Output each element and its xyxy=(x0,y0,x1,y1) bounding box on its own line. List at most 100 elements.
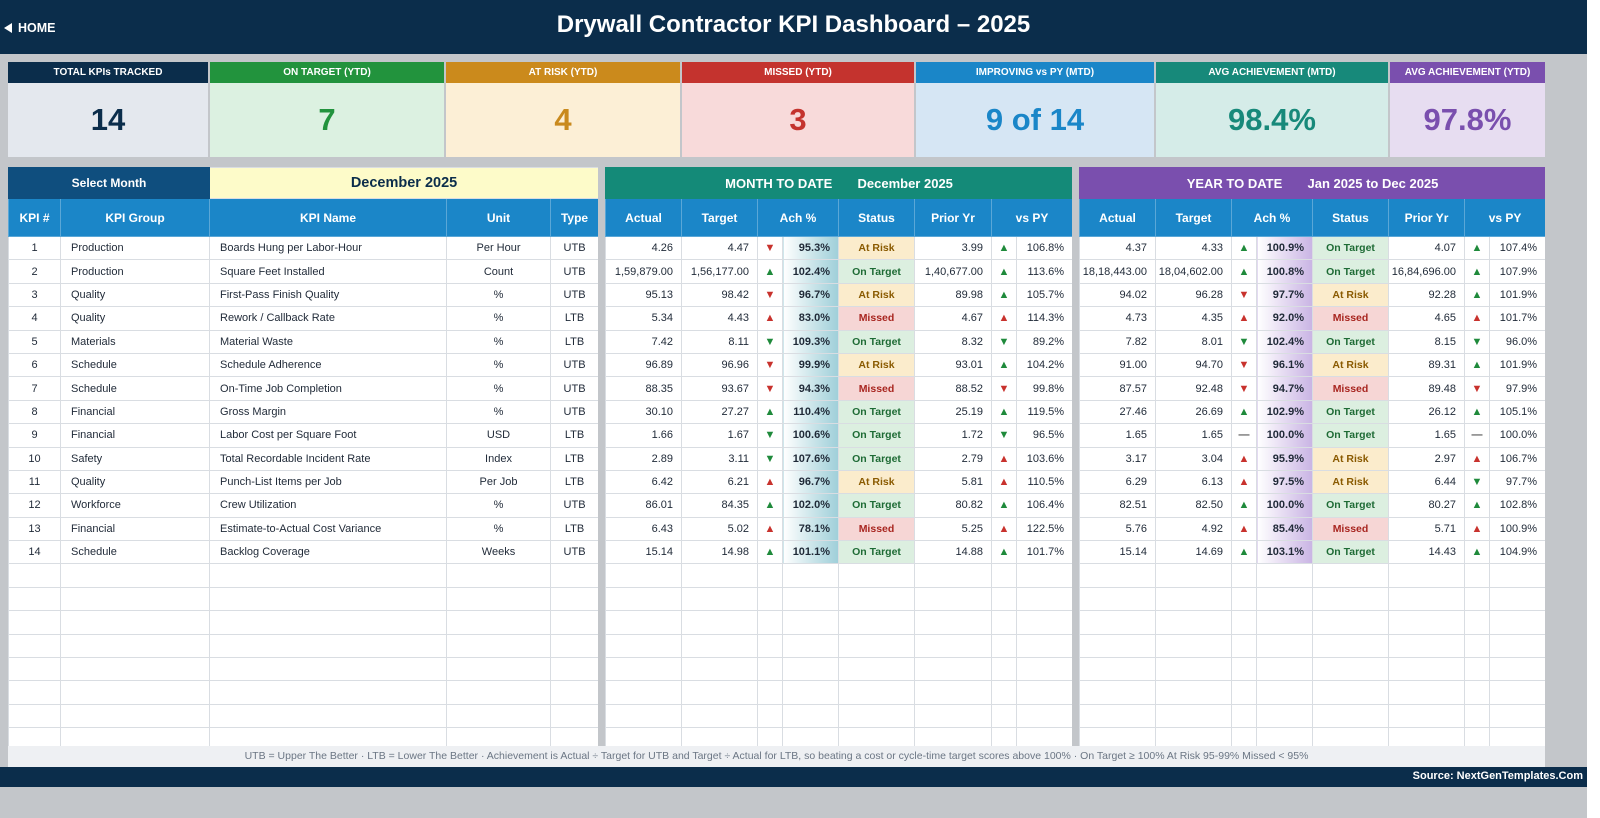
empty-cell xyxy=(1488,563,1545,588)
empty-cell xyxy=(8,680,61,705)
ytd-target: 6.13 xyxy=(1155,469,1232,495)
kpi-row: 8 Financial Gross Margin% UTB xyxy=(8,399,598,425)
mtd-target: 1,56,177.00 xyxy=(681,259,758,284)
empty-cell xyxy=(1312,633,1389,659)
mtd-target: 98.42 xyxy=(681,282,758,308)
kpi-group: Schedule xyxy=(59,376,211,401)
empty-cell xyxy=(1312,610,1389,635)
empty-cell xyxy=(209,703,448,729)
kpi-type: UTB xyxy=(550,376,598,401)
kpi-number: 10 xyxy=(8,446,61,471)
mtd-prior-yr: 1,40,677.00 xyxy=(914,259,992,284)
ytd-row: 3.17 3.04 ▲ 95.9% At Risk 2.97 ▲ 106.7% xyxy=(1079,446,1545,471)
kpi-group: Financial xyxy=(59,423,211,448)
empty-row xyxy=(8,703,598,729)
empty-cell xyxy=(1231,680,1257,705)
ytd-status-badge: On Target xyxy=(1312,399,1389,425)
ytd-vs-py: 97.7% xyxy=(1488,469,1545,495)
empty-cell xyxy=(605,633,682,659)
kpi-number: 14 xyxy=(8,540,61,565)
empty-cell xyxy=(838,703,915,729)
home-button[interactable]: HOME xyxy=(4,18,56,38)
empty-cell xyxy=(1256,610,1313,635)
mtd-ach-pct: 78.1% xyxy=(782,516,839,542)
kpi-number: 9 xyxy=(8,423,61,448)
mtd-prior-yr: 2.79 xyxy=(914,446,992,471)
empty-cell xyxy=(59,586,211,612)
trend-arrow-cell: ▲ xyxy=(1464,446,1490,471)
ytd-status-badge: On Target xyxy=(1312,423,1389,448)
mtd-status-badge: On Target xyxy=(838,259,915,284)
empty-cell xyxy=(991,610,1017,635)
trend-arrow-cell: ▲ xyxy=(991,446,1017,471)
mtd-ach-pct: 99.9% xyxy=(782,352,839,378)
trend-arrow-cell: ▲ xyxy=(757,493,783,518)
trend-arrow-cell: ▲ xyxy=(757,306,783,331)
triangle-down-icon: ▼ xyxy=(764,382,776,395)
triangle-up-icon: ▲ xyxy=(1238,405,1250,418)
trend-arrow-cell: ▲ xyxy=(991,235,1017,261)
empty-cell xyxy=(757,563,783,588)
empty-cell xyxy=(209,657,448,682)
triangle-up-icon: ▲ xyxy=(764,405,776,418)
dash-icon: — xyxy=(1238,429,1250,442)
ytd-target: 96.28 xyxy=(1155,282,1232,308)
empty-cell xyxy=(1312,680,1389,705)
empty-row xyxy=(8,563,598,588)
mtd-actual: 1.66 xyxy=(605,423,682,448)
trend-arrow-cell: ▲ xyxy=(1464,259,1490,284)
empty-cell xyxy=(991,657,1017,682)
kpi-card-label: AVG ACHIEVEMENT (MTD) xyxy=(1156,62,1388,83)
month-select[interactable]: December 2025 xyxy=(209,167,598,199)
ytd-ach-pct: 92.0% xyxy=(1256,306,1313,331)
trend-arrow-cell: ▲ xyxy=(991,469,1017,495)
ytd-status-badge: Missed xyxy=(1312,306,1389,331)
kpi-group: Quality xyxy=(59,469,211,495)
ytd-row: 1.65 1.65—100.0% On Target 1.65—100.0% xyxy=(1079,423,1545,448)
mtd-target: 93.67 xyxy=(681,376,758,401)
empty-cell xyxy=(782,680,839,705)
empty-cell xyxy=(209,680,448,705)
empty-cell xyxy=(59,563,211,588)
trend-arrow-cell: ▲ xyxy=(991,540,1017,565)
empty-cell xyxy=(1231,563,1257,588)
ytd-vs-py: 96.0% xyxy=(1488,329,1545,354)
triangle-down-icon: ▼ xyxy=(764,429,776,442)
col-kpi-name: KPI Name xyxy=(209,198,448,237)
ytd-vs-py: 105.1% xyxy=(1488,399,1545,425)
mtd-status-badge: At Risk xyxy=(838,352,915,378)
empty-cell xyxy=(550,610,598,635)
empty-cell xyxy=(681,633,758,659)
mtd-row: 7.42 8.11 ▼ 109.3% On Target 8.32 ▼ 89.2% xyxy=(605,329,1072,354)
ytd-col-prior: Prior Yr xyxy=(1388,198,1465,237)
empty-cell xyxy=(8,633,61,659)
empty-cell xyxy=(1256,563,1313,588)
triangle-down-icon: ▼ xyxy=(1238,335,1250,348)
mtd-actual: 7.42 xyxy=(605,329,682,354)
kpi-group: Financial xyxy=(59,516,211,542)
mtd-prior-yr: 25.19 xyxy=(914,399,992,425)
mtd-prior-yr: 88.52 xyxy=(914,376,992,401)
triangle-up-icon: ▲ xyxy=(998,499,1010,512)
kpi-card-label: TOTAL KPIs TRACKED xyxy=(8,62,208,83)
mtd-period: December 2025 xyxy=(857,175,953,191)
trend-arrow-cell: ▼ xyxy=(1231,352,1257,378)
kpi-card-label: IMPROVING vs PY (MTD) xyxy=(916,62,1154,83)
empty-row xyxy=(605,586,1072,612)
ytd-vs-py: 107.9% xyxy=(1488,259,1545,284)
kpi-row: 14 Schedule Backlog Coverage Weeks UTB xyxy=(8,540,598,565)
triangle-up-icon: ▲ xyxy=(1238,476,1250,489)
ytd-vs-py: 106.7% xyxy=(1488,446,1545,471)
kpi-list-section: Select Month December 2025 KPI # KPI Gro… xyxy=(8,167,598,753)
ytd-ach-pct: 95.9% xyxy=(1256,446,1313,471)
ytd-actual: 4.37 xyxy=(1079,235,1156,261)
empty-cell xyxy=(446,610,552,635)
empty-cell xyxy=(782,563,839,588)
empty-cell xyxy=(209,610,448,635)
empty-cell xyxy=(1388,586,1465,612)
empty-cell xyxy=(1079,680,1156,705)
empty-cell xyxy=(550,633,598,659)
mtd-ach-pct: 102.0% xyxy=(782,493,839,518)
mtd-title: MONTH TO DATE December 2025 xyxy=(605,167,1072,199)
